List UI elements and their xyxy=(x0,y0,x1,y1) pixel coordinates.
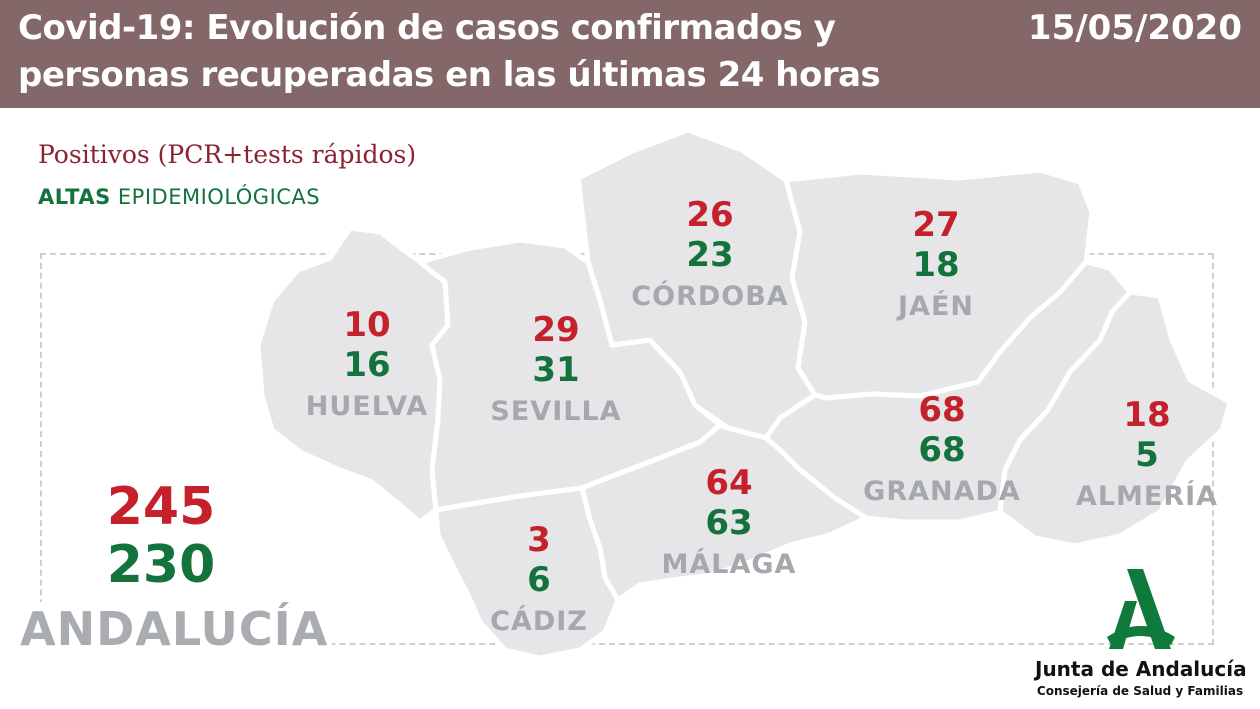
total-andalucia: 245 230 xyxy=(96,478,226,594)
cordoba-positivos: 26 xyxy=(686,195,734,235)
title-line-1: Covid-19: Evolución de casos confirmados… xyxy=(18,8,836,48)
sevilla-positivos: 29 xyxy=(532,310,580,350)
cordoba-label: CÓRDOBA xyxy=(631,281,789,312)
map-province-almeria xyxy=(997,289,1233,549)
province-almeria: 18 5 ALMERÍA xyxy=(1067,395,1227,515)
jaen-label: JAÉN xyxy=(898,291,974,322)
title-line-2: personas recuperadas en las últimas 24 h… xyxy=(18,55,881,95)
almeria-label: ALMERÍA xyxy=(1075,481,1219,512)
jaen-altas: 18 xyxy=(912,245,960,285)
junta-emblem-icon xyxy=(1107,569,1175,649)
total-altas: 230 xyxy=(106,535,216,595)
report-date: 15/05/2020 xyxy=(1027,8,1242,48)
granada-altas: 68 xyxy=(918,430,966,470)
logo-org-name: Junta de Andalucía xyxy=(1035,657,1247,681)
map-province-cadiz xyxy=(433,485,621,661)
region-label-andalucia: ANDALUCÍA xyxy=(16,602,333,656)
granada-label: GRANADA xyxy=(863,476,1021,507)
province-granada: 68 68 GRANADA xyxy=(862,390,1022,510)
province-sevilla: 29 31 SEVILLA xyxy=(476,310,636,430)
province-huelva: 10 16 HUELVA xyxy=(287,305,447,425)
malaga-label: MÁLAGA xyxy=(661,549,797,580)
cadiz-label: CÁDIZ xyxy=(490,606,588,637)
header-banner: Covid-19: Evolución de casos confirmados… xyxy=(0,0,1260,108)
junta-andalucia-logo: Junta de Andalucía Consejería de Salud y… xyxy=(1035,565,1247,705)
sevilla-altas: 31 xyxy=(532,350,580,390)
cadiz-positivos: 3 xyxy=(527,520,551,560)
sevilla-label: SEVILLA xyxy=(490,396,622,427)
province-jaen: 27 18 JAÉN xyxy=(856,205,1016,325)
total-positivos: 245 xyxy=(106,477,216,537)
legend-altas-rest: EPIDEMIOLÓGICAS xyxy=(110,185,321,209)
province-cordoba: 26 23 CÓRDOBA xyxy=(630,195,790,315)
province-cadiz: 3 6 CÁDIZ xyxy=(459,520,619,640)
cordoba-altas: 23 xyxy=(686,235,734,275)
logo-department: Consejería de Salud y Familias xyxy=(1036,684,1244,698)
jaen-positivos: 27 xyxy=(912,205,960,245)
huelva-label: HUELVA xyxy=(305,391,429,422)
province-malaga: 64 63 MÁLAGA xyxy=(649,463,809,583)
malaga-altas: 63 xyxy=(705,503,753,543)
legend-altas: ALTAS EPIDEMIOLÓGICAS xyxy=(38,185,320,209)
huelva-positivos: 10 xyxy=(343,305,391,345)
cadiz-altas: 6 xyxy=(527,560,551,600)
malaga-positivos: 64 xyxy=(705,463,753,503)
legend-altas-bold: ALTAS xyxy=(38,185,111,209)
huelva-altas: 16 xyxy=(343,345,391,385)
legend-positivos: Positivos (PCR+tests rápidos) xyxy=(38,140,417,169)
granada-positivos: 68 xyxy=(918,390,966,430)
almeria-altas: 5 xyxy=(1135,435,1159,475)
almeria-positivos: 18 xyxy=(1123,395,1171,435)
